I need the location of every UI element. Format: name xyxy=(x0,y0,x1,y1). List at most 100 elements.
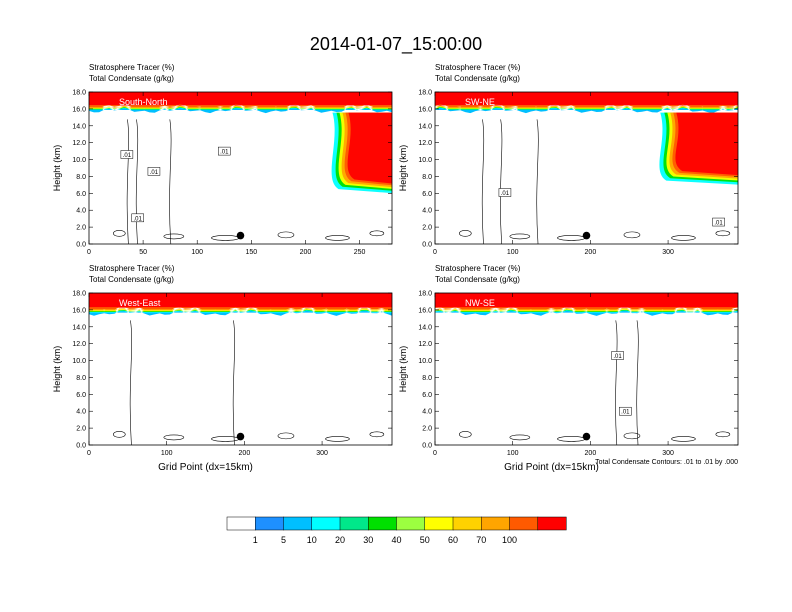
location-marker xyxy=(582,432,591,441)
condensate-contour xyxy=(671,235,696,241)
colorbar-swatch xyxy=(368,516,398,531)
x-tick-label: 0 xyxy=(87,450,91,457)
y-tick-label: 6.0 xyxy=(422,191,432,198)
contour-label: .01 xyxy=(621,410,630,416)
y-tick-label: 4.0 xyxy=(76,409,86,416)
contour-label: .01 xyxy=(714,221,723,227)
contour-label: .01 xyxy=(220,150,229,156)
contour-label-box xyxy=(712,217,725,227)
x-tick-label: 100 xyxy=(507,450,519,457)
x-tick-label: 0 xyxy=(87,249,91,256)
condensate-contour xyxy=(113,431,126,438)
contour-note: Total Condensate Contours: .01 to .01 by… xyxy=(595,459,738,466)
condensate-contour xyxy=(163,233,185,240)
y-tick-label: 14.0 xyxy=(418,324,432,331)
y-tick-label: 16.0 xyxy=(72,307,86,314)
plot-frame xyxy=(88,91,393,245)
x-tick-label: 250 xyxy=(354,249,366,256)
y-tick-label: 10.0 xyxy=(418,157,432,164)
colorbar-tick-label: 1 xyxy=(253,535,258,545)
y-tick-label: 4.0 xyxy=(422,208,432,215)
y-tick-label: 8.0 xyxy=(422,174,432,181)
y-tick-label: 2.0 xyxy=(76,426,86,433)
intrusion-layer xyxy=(675,112,738,176)
x-tick-label: 100 xyxy=(507,249,519,256)
panel-label: NW-SE xyxy=(465,298,495,308)
x-tick-label: 200 xyxy=(585,450,597,457)
y-tick-label: 4.0 xyxy=(422,409,432,416)
x-tick-label: 200 xyxy=(300,249,312,256)
condensate-contour xyxy=(325,235,350,241)
colorbar-tick-label: 40 xyxy=(391,535,401,545)
condensate-contour xyxy=(636,320,639,446)
contour-label-box xyxy=(120,150,134,159)
y-tick-label: 8.0 xyxy=(76,375,86,382)
y-tick-label: 6.0 xyxy=(422,392,432,399)
tracer-band xyxy=(89,104,392,110)
condensate-contour xyxy=(277,231,295,239)
condensate-contour xyxy=(458,431,472,438)
y-tick-label: 16.0 xyxy=(72,106,86,113)
x-tick-label: 300 xyxy=(662,249,674,256)
y-tick-label: 2.0 xyxy=(422,426,432,433)
y-tick-label: 18.0 xyxy=(72,291,86,298)
x-tick-label: 300 xyxy=(316,450,328,457)
condensate-contour xyxy=(325,436,350,442)
condensate-contour xyxy=(369,431,385,438)
panel-title-tracer: Stratosphere Tracer (%) xyxy=(89,264,175,273)
tracer-core xyxy=(435,92,738,103)
colorbar-swatch xyxy=(452,516,482,531)
y-tick-label: 0.0 xyxy=(422,443,432,450)
panel-title-condensate: Total Condensate (g/kg) xyxy=(89,74,174,83)
condensate-contour xyxy=(623,432,641,440)
x-tick-label: 100 xyxy=(161,450,173,457)
condensate-contour xyxy=(715,431,731,438)
y-tick-label: 8.0 xyxy=(422,375,432,382)
contour-label-box xyxy=(218,146,231,156)
contour-label: .01 xyxy=(134,216,143,222)
colorbar-tick-label: 30 xyxy=(363,535,373,545)
y-tick-label: 12.0 xyxy=(418,341,432,348)
panel-3: Stratosphere Tracer (%) Total Condensate … xyxy=(52,264,393,473)
condensate-contour xyxy=(277,432,295,440)
y-tick-label: 6.0 xyxy=(76,191,86,198)
y-axis-label: Height (km) xyxy=(52,145,62,192)
colorbar-swatch xyxy=(226,516,256,531)
condensate-contour xyxy=(126,119,129,245)
tracer-core xyxy=(89,293,392,305)
y-tick-label: 12.0 xyxy=(72,140,86,147)
colorbar-swatch xyxy=(537,516,567,531)
condensate-contour xyxy=(623,231,641,239)
condensate-contour xyxy=(536,119,539,245)
condensate-contour xyxy=(500,119,503,245)
tracer-band xyxy=(89,107,392,113)
colorbar-tick-label: 100 xyxy=(502,535,517,545)
contour-label-box xyxy=(498,188,512,197)
plot-frame xyxy=(88,292,393,446)
panel-label: West-East xyxy=(119,298,161,308)
intrusion-layer xyxy=(347,112,392,184)
x-tick-label: 100 xyxy=(191,249,203,256)
y-tick-label: 14.0 xyxy=(418,123,432,130)
y-axis-label: Height (km) xyxy=(52,346,62,393)
y-axis-label: Height (km) xyxy=(398,346,408,393)
colorbar-swatch xyxy=(396,516,426,531)
colorbar-tick-label: 60 xyxy=(448,535,458,545)
y-tick-label: 0.0 xyxy=(76,443,86,450)
condensate-contour xyxy=(481,119,485,245)
y-tick-label: 8.0 xyxy=(76,174,86,181)
colorbar-swatch xyxy=(311,516,341,531)
y-tick-label: 0.0 xyxy=(76,242,86,249)
colorbar: 1 5 10 20 30 40 50 60 70 100 xyxy=(226,516,567,545)
panel-title-tracer: Stratosphere Tracer (%) xyxy=(435,264,521,273)
colorbar-tick-label: 5 xyxy=(281,535,286,545)
panel-title-condensate: Total Condensate (g/kg) xyxy=(435,74,520,83)
panel-2: Stratosphere Tracer (%) Total Condensate … xyxy=(398,63,739,256)
panel-label: SW-NE xyxy=(465,97,495,107)
plot-area xyxy=(89,293,392,445)
x-tick-label: 300 xyxy=(662,450,674,457)
contour-label: .01 xyxy=(501,191,510,197)
y-tick-label: 2.0 xyxy=(422,225,432,232)
condensate-contour xyxy=(509,434,531,441)
condensate-contour xyxy=(671,436,696,442)
